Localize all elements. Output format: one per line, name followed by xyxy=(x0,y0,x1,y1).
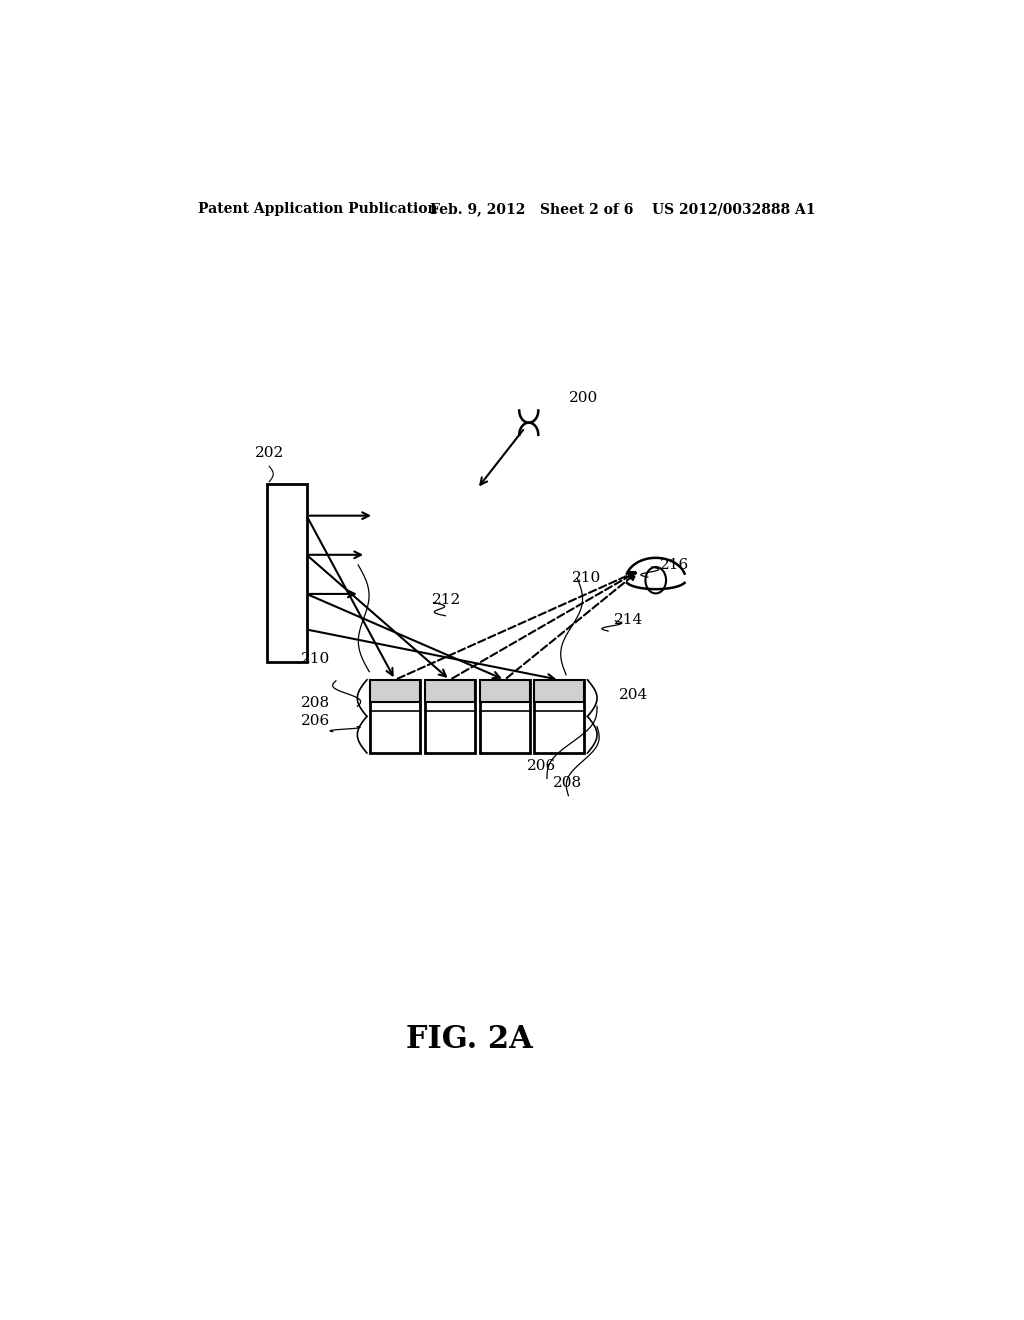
Text: 214: 214 xyxy=(613,612,643,627)
Text: 210: 210 xyxy=(301,652,331,665)
Bar xyxy=(479,680,529,702)
Text: 204: 204 xyxy=(618,688,648,702)
Text: Patent Application Publication: Patent Application Publication xyxy=(198,202,437,216)
Text: 216: 216 xyxy=(659,558,689,572)
Bar xyxy=(535,680,585,702)
Text: 206: 206 xyxy=(301,714,331,727)
Bar xyxy=(535,680,585,752)
Bar xyxy=(479,680,529,752)
Bar xyxy=(267,483,306,661)
Bar xyxy=(425,680,475,702)
Text: US 2012/0032888 A1: US 2012/0032888 A1 xyxy=(652,202,815,216)
Text: 208: 208 xyxy=(301,696,330,710)
Text: 208: 208 xyxy=(553,776,582,789)
Text: 200: 200 xyxy=(569,391,598,405)
Bar xyxy=(425,680,475,752)
Text: FIG. 2A: FIG. 2A xyxy=(406,1024,532,1056)
Text: 202: 202 xyxy=(255,446,284,461)
Bar xyxy=(370,680,420,752)
Text: 212: 212 xyxy=(432,593,461,607)
Text: Feb. 9, 2012   Sheet 2 of 6: Feb. 9, 2012 Sheet 2 of 6 xyxy=(430,202,633,216)
Text: 210: 210 xyxy=(572,572,602,585)
Text: 206: 206 xyxy=(527,759,556,774)
Bar xyxy=(370,680,420,702)
